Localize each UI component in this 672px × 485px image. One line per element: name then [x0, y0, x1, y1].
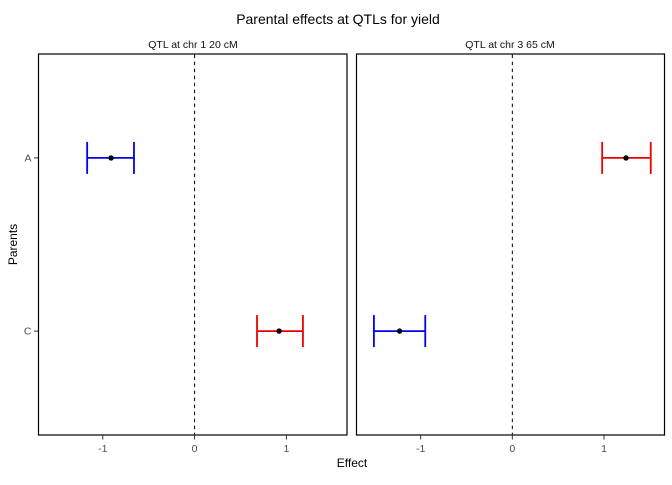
- effect-point: [108, 155, 114, 161]
- effect-point: [276, 328, 282, 334]
- y-axis-title: Parents: [6, 224, 20, 265]
- facet-label-right: QTL at chr 3 65 cM: [465, 39, 554, 51]
- plot-title: Parental effects at QTLs for yield: [236, 11, 440, 27]
- panel-border: [37, 53, 348, 436]
- x-tick-label: 0: [192, 443, 198, 455]
- x-tick-label: -1: [98, 443, 107, 455]
- x-tick-label: -1: [416, 443, 425, 455]
- effect-point: [396, 328, 403, 334]
- y-tick-label: A: [24, 152, 31, 164]
- x-tick-label: 1: [601, 443, 607, 455]
- x-axis-title: Effect: [337, 456, 368, 470]
- effect-point: [623, 155, 629, 161]
- facet-label-left: QTL at chr 1 20 cM: [148, 39, 237, 51]
- y-tick-label: C: [24, 326, 32, 338]
- x-tick-label: 0: [509, 443, 515, 455]
- x-tick-label: 1: [283, 443, 289, 455]
- panel-border: [355, 53, 666, 436]
- panels-group: -1 0 1 A C -1 0 1: [24, 53, 666, 455]
